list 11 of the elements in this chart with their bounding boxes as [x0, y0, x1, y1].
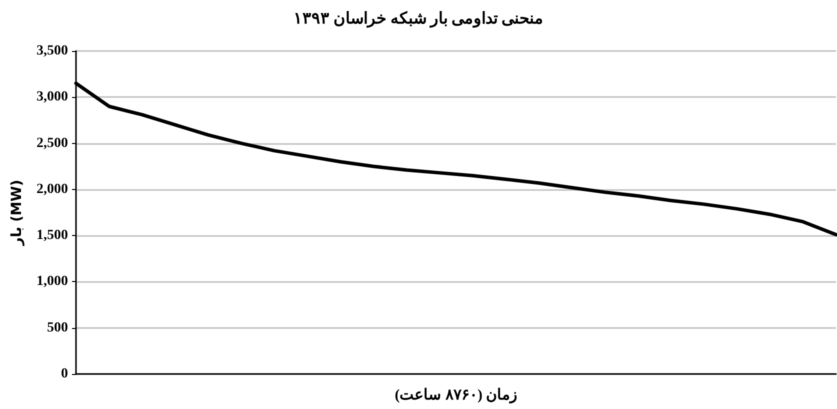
y-tick-label: 1,500	[36, 228, 68, 244]
chart-title: منحنی تداومی بار شبکه خراسان ۱۳۹۳	[294, 10, 544, 28]
y-tick-label: 1,000	[36, 274, 68, 290]
y-tick-label: 2,500	[36, 136, 68, 151]
y-tick-label: 3,500	[36, 44, 68, 58]
y-tick-label: 2,000	[36, 182, 68, 197]
y-axis-title: بار (MW)	[9, 180, 25, 246]
y-tick-label: 500	[47, 320, 68, 336]
y-tick-label: 3,000	[36, 90, 68, 105]
y-tick-label: 0	[61, 366, 68, 382]
x-axis-title: زمان (۸۷۶۰ ساعت)	[394, 388, 518, 404]
